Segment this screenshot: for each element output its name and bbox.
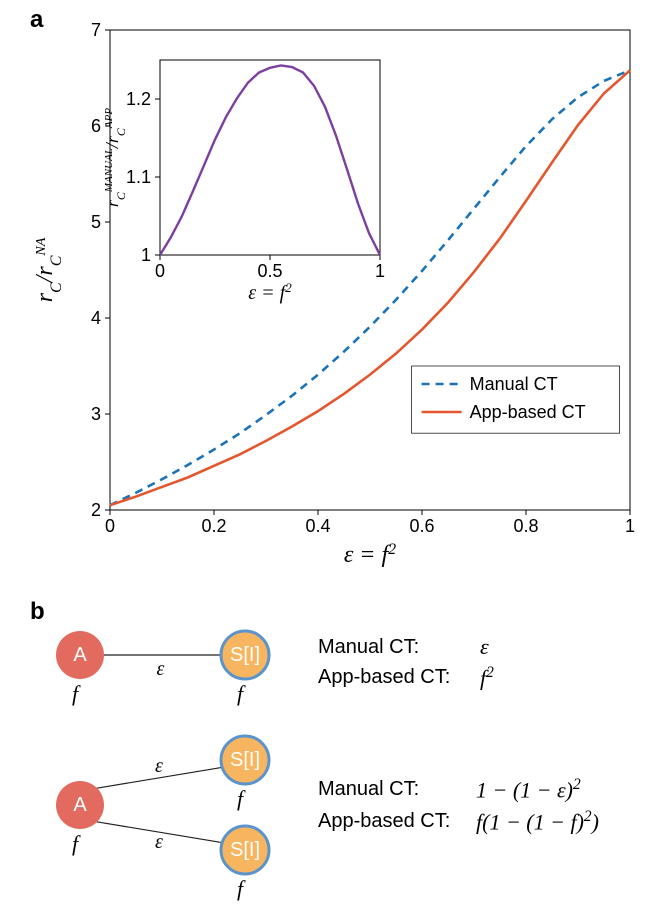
svg-text:5: 5	[91, 212, 101, 232]
svg-text:4: 4	[91, 308, 101, 328]
svg-text:Manual CT: Manual CT	[470, 374, 558, 394]
svg-text:1.1: 1.1	[126, 167, 151, 187]
svg-text:2: 2	[91, 500, 101, 520]
svg-text:ε: ε	[155, 755, 163, 777]
svg-text:f: f	[72, 681, 81, 706]
svg-text:3: 3	[91, 404, 101, 424]
row2-app-label: App-based CT:	[318, 810, 450, 833]
row2-manual-label: Manual CT:	[318, 778, 419, 801]
svg-text:A: A	[73, 794, 87, 816]
svg-text:0.4: 0.4	[305, 516, 330, 536]
row1-manual-expr: ε	[480, 634, 489, 660]
row1-manual-label: Manual CT:	[318, 636, 419, 659]
svg-text:1: 1	[141, 245, 151, 265]
svg-text:f: f	[237, 681, 246, 706]
svg-text:S[I]: S[I]	[230, 839, 260, 861]
svg-text:ε = f2: ε = f2	[248, 280, 292, 305]
main-chart: 0 0.2 0.4 0.6 0.8 1 2 3 4 5 6 7 ε = f2 rC/rCNA Manual …	[0, 0, 666, 590]
svg-text:1: 1	[375, 261, 385, 281]
row1-app-expr: f2	[480, 664, 494, 691]
svg-text:0.8: 0.8	[513, 516, 538, 536]
svg-text:S[I]: S[I]	[230, 644, 260, 666]
row1-app-label: App-based CT:	[318, 666, 450, 689]
svg-text:6: 6	[91, 116, 101, 136]
svg-text:S[I]: S[I]	[230, 749, 260, 771]
svg-text:ε: ε	[155, 831, 163, 853]
svg-text:A: A	[73, 644, 87, 666]
row2-app-expr: f(1 − (1 − f)2)	[476, 808, 599, 835]
svg-text:rC/rCNA: rC/rCNA	[32, 237, 65, 302]
svg-text:7: 7	[91, 20, 101, 40]
svg-text:rCMANUAL/rCAPP: rCMANUAL/rCAPP	[102, 108, 128, 208]
svg-text:ε: ε	[157, 658, 165, 680]
svg-text:ε = f2: ε = f2	[344, 541, 396, 569]
svg-text:0: 0	[155, 261, 165, 281]
svg-text:0.6: 0.6	[409, 516, 434, 536]
svg-text:App-based CT: App-based CT	[470, 402, 586, 422]
svg-text:f: f	[72, 831, 81, 856]
svg-text:0.2: 0.2	[201, 516, 226, 536]
svg-text:1: 1	[625, 516, 635, 536]
svg-text:1.2: 1.2	[126, 89, 151, 109]
svg-text:0.5: 0.5	[257, 261, 282, 281]
svg-text:f: f	[237, 786, 246, 811]
svg-text:f: f	[237, 876, 246, 901]
row2-manual-expr: 1 − (1 − ε)2	[476, 776, 581, 803]
svg-text:0: 0	[105, 516, 115, 536]
